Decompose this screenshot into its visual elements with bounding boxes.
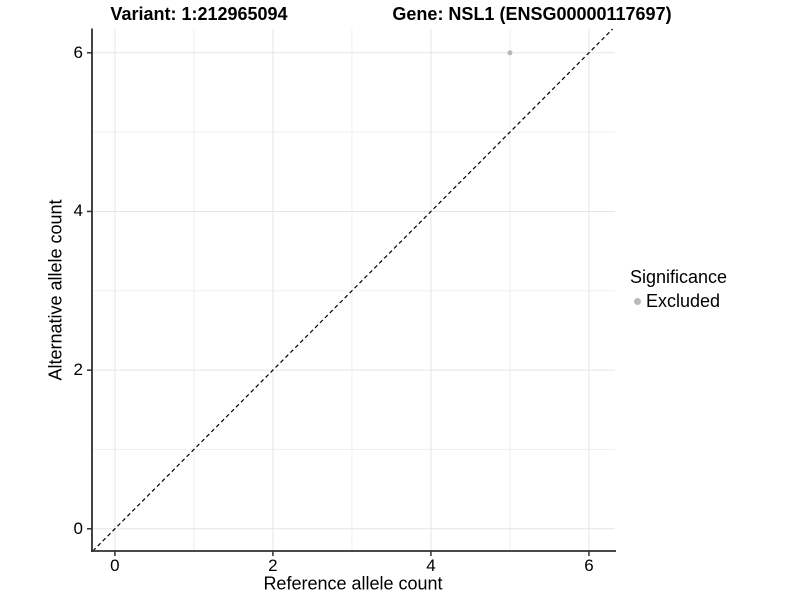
x-tick-label: 6 xyxy=(584,556,594,575)
y-tick-label: 6 xyxy=(73,42,83,62)
legend-item-excluded: Excluded xyxy=(630,290,727,312)
y-tick-label: 2 xyxy=(73,360,83,380)
legend-title: Significance xyxy=(630,267,728,287)
x-tick-label: 4 xyxy=(426,556,436,575)
gene-title: Gene: NSL1 (ENSG00000117697) xyxy=(392,4,672,24)
legend: Significance Excluded xyxy=(630,266,727,312)
x-axis-title: Reference allele count xyxy=(263,573,443,594)
identity-dashed-line xyxy=(92,28,614,552)
y-axis-title: Alternative allele count xyxy=(45,199,66,381)
x-tick-label: 2 xyxy=(268,556,278,575)
y-tick-label: 0 xyxy=(73,518,83,538)
x-tick-label: 0 xyxy=(110,556,120,575)
y-tick-label: 4 xyxy=(73,201,83,221)
variant-title: Variant: 1:212965094 xyxy=(110,4,288,24)
plot-panel xyxy=(87,28,616,556)
legend-point-swatch-icon xyxy=(634,297,641,305)
data-point xyxy=(507,50,513,56)
legend-item-label: Excluded xyxy=(646,291,721,311)
